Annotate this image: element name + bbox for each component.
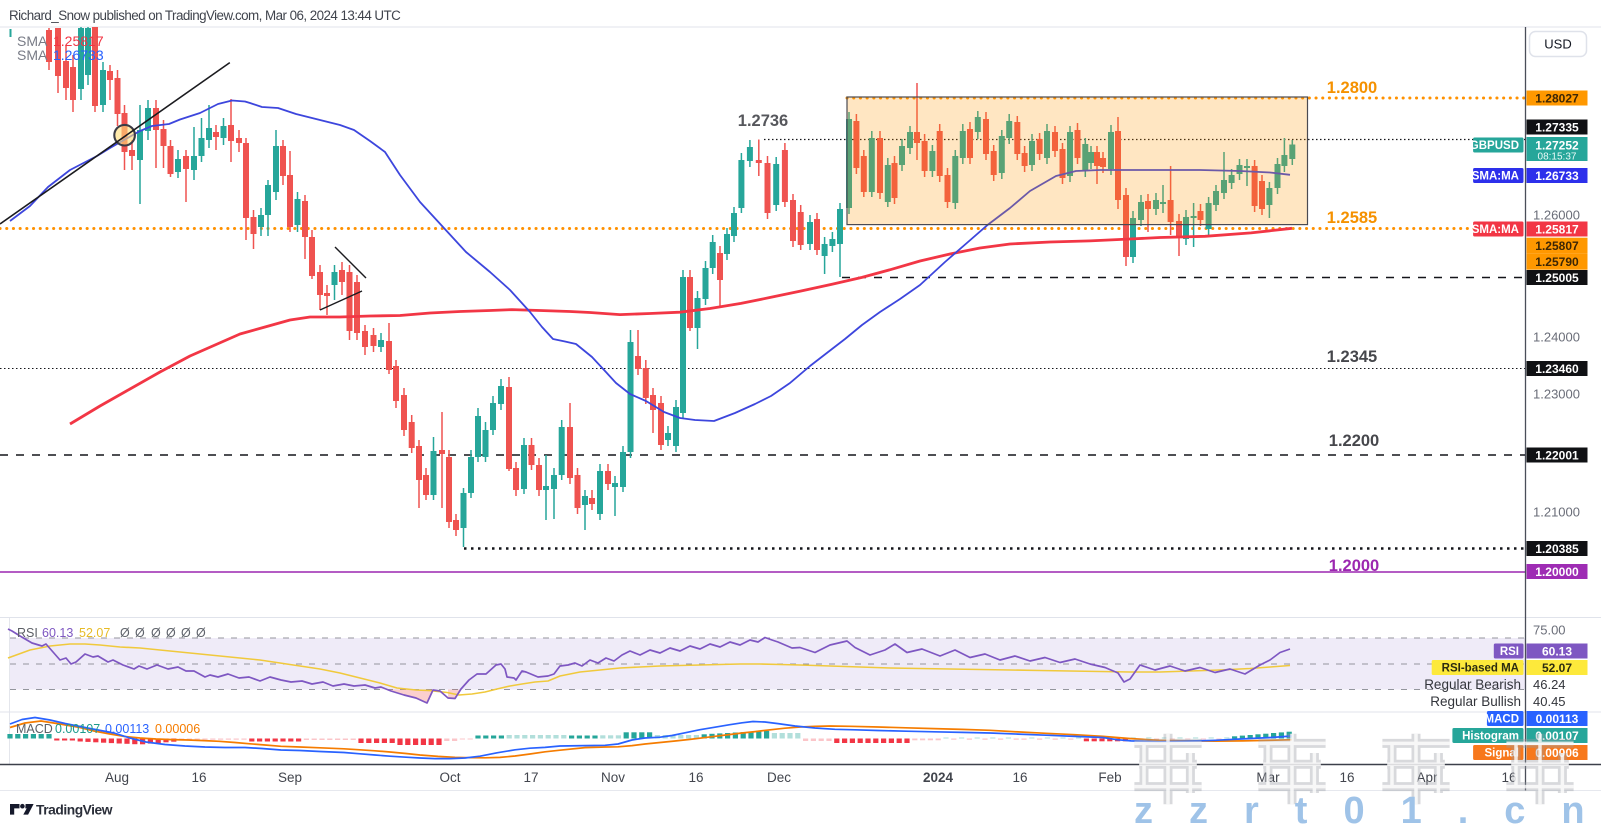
svg-text:17: 17 [523, 770, 538, 785]
svg-text:SMA:MA: SMA:MA [1472, 171, 1519, 183]
svg-text:1.2000: 1.2000 [1329, 557, 1379, 575]
svg-text:1.2200: 1.2200 [1329, 432, 1379, 450]
svg-text:zzrt01.cn: zzrt01.cn [1134, 790, 1601, 827]
svg-text:MACD: MACD [1485, 714, 1520, 726]
svg-text:40.45: 40.45 [1533, 694, 1566, 709]
svg-text:1.24000: 1.24000 [1533, 330, 1580, 345]
svg-text:16: 16 [1339, 770, 1354, 785]
svg-text:Regular Bearish: Regular Bearish [1424, 677, 1521, 692]
svg-text:RSI: RSI [1500, 646, 1519, 658]
svg-text:Sep: Sep [278, 770, 302, 785]
svg-text:GBPUSD: GBPUSD [1470, 140, 1519, 152]
svg-text:16: 16 [191, 770, 206, 785]
svg-text:Ø: Ø [151, 626, 161, 640]
svg-text:0.00107: 0.00107 [1535, 729, 1579, 743]
svg-text:Richard_Snow published on Trad: Richard_Snow published on TradingView.co… [9, 8, 401, 23]
svg-text:08:15:37: 08:15:37 [1538, 152, 1577, 163]
svg-text:1.23460: 1.23460 [1535, 362, 1579, 376]
svg-text:52.07: 52.07 [1542, 661, 1572, 675]
svg-text:Aug: Aug [105, 770, 129, 785]
svg-text:1.28027: 1.28027 [1535, 91, 1579, 105]
svg-text:1.22001: 1.22001 [1535, 448, 1579, 462]
svg-text:Ø: Ø [166, 626, 176, 640]
svg-text:1.27335: 1.27335 [1535, 120, 1579, 134]
svg-text:1.26000: 1.26000 [1533, 208, 1580, 223]
svg-text:USD: USD [1544, 37, 1571, 52]
svg-text:60.13: 60.13 [42, 626, 73, 640]
svg-text:1.26733: 1.26733 [53, 47, 104, 63]
svg-text:16: 16 [688, 770, 703, 785]
svg-text:60.13: 60.13 [1542, 644, 1572, 658]
svg-text:0.00006: 0.00006 [1535, 746, 1579, 760]
svg-text:0.00006: 0.00006 [155, 722, 200, 736]
svg-text:2024: 2024 [923, 770, 954, 785]
svg-text:Apr: Apr [1416, 770, 1438, 785]
svg-text:1.27252: 1.27252 [1535, 139, 1579, 153]
svg-text:75.00: 75.00 [1533, 623, 1566, 638]
svg-text:TradingView: TradingView [36, 803, 113, 818]
svg-text:52.07: 52.07 [79, 626, 110, 640]
svg-text:1.25807: 1.25807 [1535, 239, 1579, 253]
svg-text:Signal: Signal [1484, 748, 1519, 760]
svg-text:1.21000: 1.21000 [1533, 505, 1580, 520]
svg-text:MACD: MACD [16, 722, 53, 736]
svg-text:RSI-based MA: RSI-based MA [1442, 663, 1519, 675]
svg-text:1.25790: 1.25790 [1535, 255, 1579, 269]
svg-text:Oct: Oct [439, 770, 460, 785]
svg-text:1.25817: 1.25817 [1535, 222, 1579, 236]
svg-text:1.20000: 1.20000 [1535, 565, 1579, 579]
svg-text:SMA: SMA [17, 47, 48, 63]
svg-text:Feb: Feb [1098, 770, 1121, 785]
svg-text:16: 16 [1012, 770, 1027, 785]
svg-text:Ø: Ø [135, 626, 145, 640]
svg-text:1.26733: 1.26733 [1535, 169, 1579, 183]
svg-text:1.23000: 1.23000 [1533, 387, 1580, 402]
svg-text:Histogram: Histogram [1462, 731, 1519, 743]
svg-text:0.00113: 0.00113 [1536, 712, 1579, 726]
svg-text:16: 16 [1501, 770, 1516, 785]
svg-text:1.25817: 1.25817 [53, 33, 104, 49]
svg-text:RSI: RSI [17, 626, 38, 640]
svg-text:SMA:MA: SMA:MA [1472, 224, 1519, 236]
svg-text:1.2345: 1.2345 [1327, 348, 1377, 366]
svg-text:46.24: 46.24 [1533, 677, 1566, 692]
svg-text:Ø: Ø [120, 626, 130, 640]
svg-text:1.25005: 1.25005 [1535, 271, 1579, 285]
svg-text:Ø: Ø [196, 626, 206, 640]
svg-text:0.00113: 0.00113 [105, 722, 149, 736]
svg-text:SMA: SMA [17, 33, 48, 49]
svg-text:Regular Bullish: Regular Bullish [1430, 694, 1521, 709]
svg-text:0.00107: 0.00107 [55, 722, 100, 736]
svg-text:1.20385: 1.20385 [1535, 542, 1579, 556]
svg-text:Ø: Ø [181, 626, 191, 640]
svg-text:1.2736: 1.2736 [738, 112, 788, 130]
svg-text:1.2585: 1.2585 [1327, 209, 1377, 227]
svg-text:Nov: Nov [601, 770, 625, 785]
svg-text:Dec: Dec [767, 770, 791, 785]
svg-text:1.2800: 1.2800 [1327, 79, 1377, 97]
